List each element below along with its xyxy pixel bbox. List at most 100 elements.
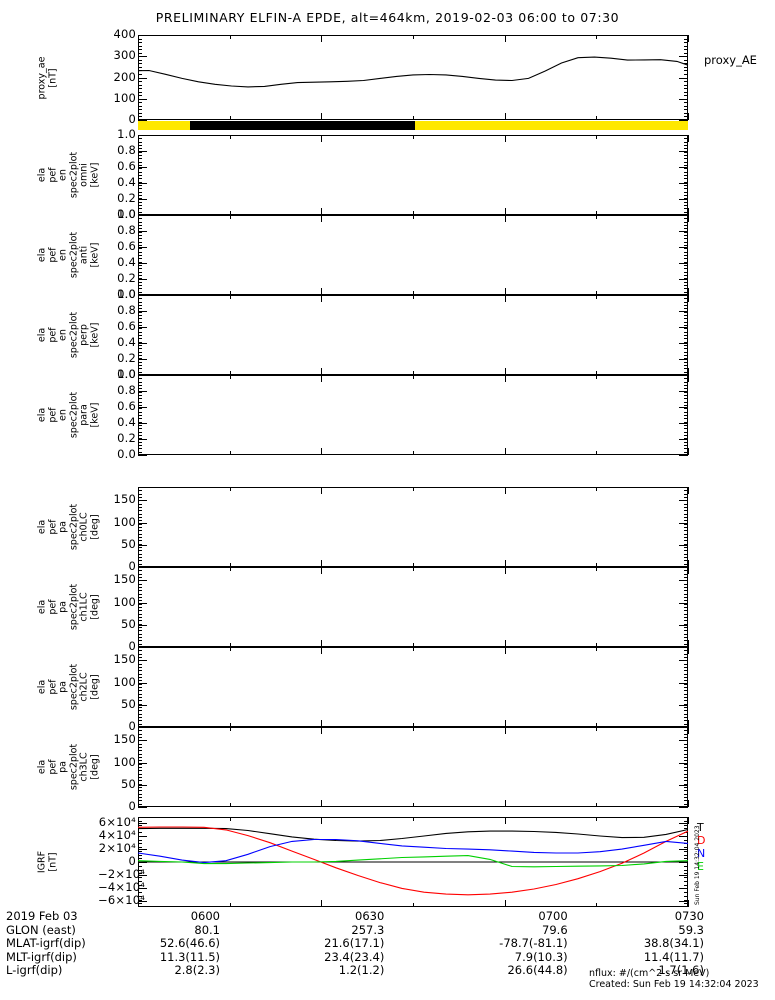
minor-tick xyxy=(138,268,142,269)
minor-tick xyxy=(684,242,688,243)
minor-tick xyxy=(684,892,688,893)
ytick-label: 0 xyxy=(128,559,136,573)
xtick xyxy=(230,451,231,455)
ytick-label: 1.0 xyxy=(117,207,136,221)
minor-tick xyxy=(138,352,142,353)
param-row-label: GLON (east) xyxy=(6,922,76,937)
xtick xyxy=(138,487,139,494)
minor-tick xyxy=(684,597,688,598)
xtick xyxy=(413,35,414,39)
minor-tick xyxy=(684,205,688,206)
ytick-label: 50 xyxy=(120,776,136,791)
minor-tick xyxy=(138,677,142,678)
minor-tick xyxy=(138,607,142,608)
minor-tick xyxy=(138,587,142,588)
xtick xyxy=(413,803,414,807)
y-axis-label-line: pef xyxy=(46,599,58,615)
xtick xyxy=(505,135,506,142)
minor-tick xyxy=(138,547,142,548)
minor-tick xyxy=(138,620,142,621)
major-tick xyxy=(138,56,147,58)
minor-tick xyxy=(684,168,688,169)
minor-tick xyxy=(684,717,688,718)
param-value: -78.7(-81.1) xyxy=(499,936,568,951)
minor-tick xyxy=(138,188,142,189)
minor-tick xyxy=(684,282,688,283)
minor-tick xyxy=(138,385,142,386)
minor-tick xyxy=(138,881,142,882)
minor-tick xyxy=(684,500,688,501)
minor-tick xyxy=(684,614,688,615)
side-creation-stamp: Sun Feb 19 14:32:04 2023 xyxy=(694,825,701,905)
minor-tick xyxy=(138,750,142,751)
ytick-label: 0.6 xyxy=(117,239,136,253)
y-axis-label-line: ch3LC xyxy=(78,752,90,782)
y-axis-label-line: anti xyxy=(78,245,90,265)
param-value: 80.1 xyxy=(194,922,220,937)
param-row-label: MLT-igrf(dip) xyxy=(6,949,77,964)
major-tick xyxy=(138,391,147,392)
minor-tick xyxy=(684,345,688,346)
major-tick xyxy=(138,98,147,100)
minor-tick xyxy=(684,109,688,110)
major-tick xyxy=(679,836,688,838)
major-tick xyxy=(679,682,688,684)
ytick-label: 0.4 xyxy=(117,415,136,429)
minor-tick xyxy=(138,821,142,822)
minor-tick xyxy=(684,162,688,163)
major-tick xyxy=(138,135,147,136)
ytick-label: 100 xyxy=(113,674,136,689)
major-tick xyxy=(138,455,147,456)
minor-tick xyxy=(138,500,142,501)
minor-tick xyxy=(684,870,688,871)
xtick xyxy=(138,567,139,574)
minor-tick xyxy=(684,620,688,621)
y-axis-label-line: pef xyxy=(46,519,58,535)
minor-tick xyxy=(138,78,142,79)
minor-tick xyxy=(684,560,688,561)
ytick-label: 0.0 xyxy=(117,447,136,461)
major-tick xyxy=(679,151,688,152)
minor-tick xyxy=(684,660,688,661)
ytick-label: −2×10⁴ xyxy=(98,866,146,881)
minor-tick xyxy=(138,896,142,897)
minor-tick xyxy=(684,338,688,339)
xtick xyxy=(321,567,322,574)
minor-tick xyxy=(684,540,688,541)
minor-tick xyxy=(684,106,688,107)
ytick-label: 0.0 xyxy=(117,367,136,381)
minor-tick xyxy=(684,821,688,822)
minor-tick xyxy=(684,113,688,114)
y-axis-label-line: pef xyxy=(46,247,58,263)
minor-tick xyxy=(138,49,142,50)
minor-tick xyxy=(138,452,142,453)
major-tick xyxy=(679,807,688,808)
minor-tick xyxy=(684,175,688,176)
minor-tick xyxy=(138,318,142,319)
minor-tick xyxy=(138,218,142,219)
minor-tick xyxy=(138,774,142,775)
xtick xyxy=(230,211,231,215)
minor-tick xyxy=(138,767,142,768)
plot-panel-en-omni xyxy=(138,135,688,215)
xtick xyxy=(505,113,506,120)
minor-tick xyxy=(684,358,688,359)
minor-tick xyxy=(684,690,688,691)
xtick xyxy=(688,375,689,382)
param-value: 52.6(46.6) xyxy=(159,936,220,951)
minor-tick xyxy=(684,165,688,166)
xtick xyxy=(596,135,597,139)
minor-tick xyxy=(684,790,688,791)
major-tick xyxy=(138,849,147,851)
plot-panel-proxy-ae xyxy=(138,35,688,120)
major-tick xyxy=(679,660,688,662)
xtick xyxy=(230,723,231,727)
y-axis-label-line: ch2LC xyxy=(78,672,90,702)
minor-tick xyxy=(138,322,142,323)
minor-tick xyxy=(138,787,142,788)
xtick xyxy=(505,817,506,824)
xtick xyxy=(596,211,597,215)
minor-tick xyxy=(684,587,688,588)
minor-tick xyxy=(684,504,688,505)
xtick xyxy=(505,375,506,382)
